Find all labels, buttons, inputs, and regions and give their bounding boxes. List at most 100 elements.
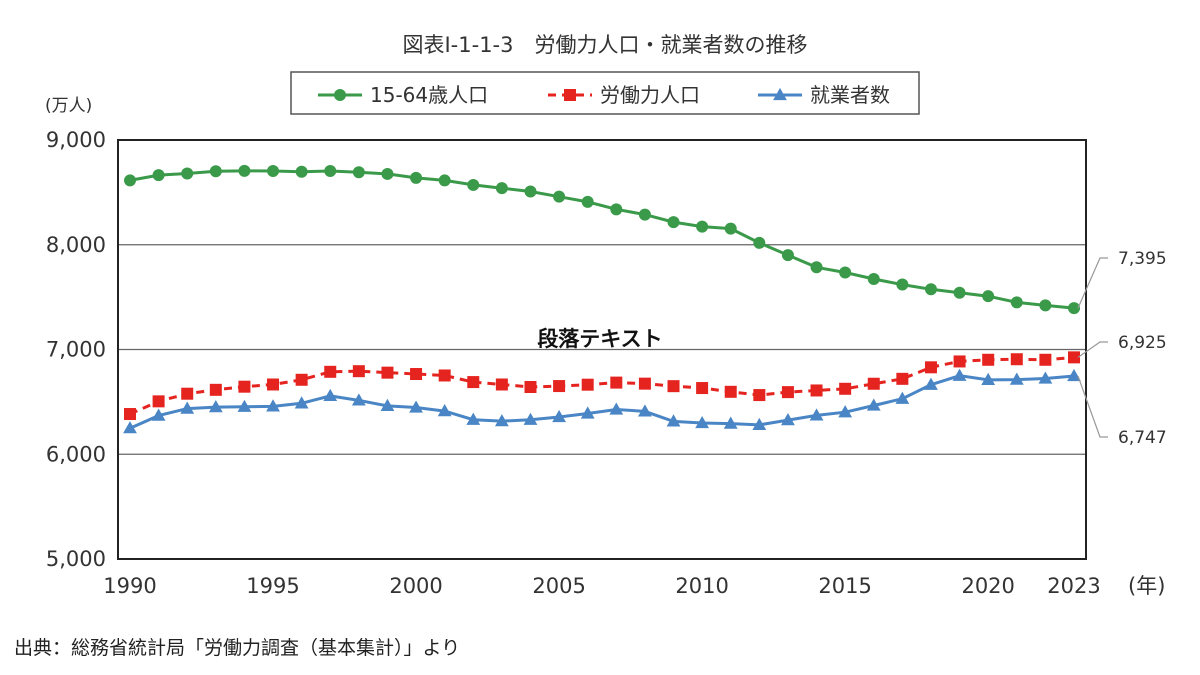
x-unit-label: (年): [1128, 574, 1165, 598]
end-value-label: 7,395: [1118, 249, 1167, 269]
data-point: [494, 414, 509, 427]
data-point: [181, 387, 194, 400]
data-point: [437, 404, 452, 417]
legend-marker: [773, 87, 787, 101]
data-point: [266, 399, 280, 412]
data-point: [981, 372, 996, 386]
x-tick-label: 2005: [532, 574, 585, 598]
data-point: [667, 216, 680, 229]
data-point: [467, 178, 480, 191]
data-point: [553, 380, 566, 393]
data-point: [753, 236, 766, 249]
data-point: [1038, 371, 1053, 384]
data-point: [438, 369, 451, 382]
y-tick-label: 7,000: [46, 338, 106, 362]
data-point: [781, 386, 794, 399]
data-point: [1010, 296, 1023, 309]
data-point: [982, 290, 995, 303]
data-point: [695, 415, 710, 429]
data-point: [610, 376, 623, 389]
x-tick-label: 2020: [961, 574, 1014, 598]
y-tick-label: 5,000: [46, 547, 106, 571]
data-point: [323, 388, 338, 402]
data-point: [723, 416, 738, 429]
data-point: [495, 378, 508, 391]
data-point: [866, 398, 881, 411]
data-point: [924, 283, 937, 296]
data-point: [381, 167, 394, 180]
data-point: [409, 400, 423, 413]
data-point: [467, 376, 480, 389]
data-point: [552, 409, 566, 423]
data-point: [324, 165, 337, 178]
series-2: [124, 351, 1080, 421]
data-point: [208, 400, 223, 413]
data-point: [609, 402, 624, 415]
data-point: [581, 195, 594, 208]
data-point: [237, 399, 252, 412]
data-point: [351, 393, 366, 406]
data-point: [124, 408, 136, 421]
series-line: [129, 169, 1075, 310]
data-point: [924, 377, 938, 390]
data-point: [666, 414, 681, 427]
series-line: [129, 355, 1075, 416]
data-point: [867, 377, 880, 390]
data-point: [638, 208, 651, 221]
data-point: [152, 395, 165, 408]
data-point: [380, 398, 395, 411]
data-point: [839, 266, 852, 279]
overlay-text: 段落テキスト: [537, 327, 662, 351]
data-point: [610, 203, 623, 216]
data-point: [581, 378, 594, 391]
series-line: [129, 374, 1075, 430]
data-point: [1010, 353, 1023, 366]
x-axis-ticks: 1990 1995 2000 2005 2010 2015 2020 2023: [103, 574, 1100, 598]
leader-line: [1077, 375, 1108, 438]
end-value-label: 6,925: [1118, 333, 1167, 353]
data-point: [524, 185, 537, 198]
data-point: [1009, 372, 1024, 385]
data-point: [752, 417, 767, 431]
data-point: [809, 408, 824, 421]
data-point: [667, 380, 680, 393]
data-point: [523, 412, 538, 425]
data-point: [952, 368, 967, 381]
data-point: [724, 385, 737, 398]
data-point: [781, 413, 795, 426]
data-point: [209, 383, 222, 396]
data-point: [696, 220, 709, 233]
data-point: [352, 166, 365, 179]
data-point: [181, 167, 194, 180]
data-point: [1039, 299, 1052, 312]
y-tick-label: 6,000: [46, 442, 106, 466]
legend-marker: [334, 89, 346, 101]
data-point: [982, 353, 995, 366]
leader-line: [1077, 257, 1108, 309]
data-point: [1068, 302, 1080, 315]
data-point: [466, 412, 481, 425]
data-point: [1039, 353, 1052, 366]
y-unit-label: (万人): [45, 96, 92, 116]
legend-box: [290, 71, 920, 115]
legend-label: 15-64歳人口: [370, 83, 488, 107]
data-point: [753, 389, 766, 402]
data-point: [438, 174, 451, 187]
data-point: [151, 408, 166, 421]
data-point: [324, 365, 337, 378]
data-point: [123, 421, 137, 434]
leader-line: [1077, 341, 1108, 358]
data-point: [410, 171, 423, 184]
data-point: [953, 286, 966, 299]
data-point: [781, 249, 794, 262]
x-tick-label: 2000: [389, 574, 442, 598]
data-point: [294, 396, 309, 409]
data-point: [124, 174, 136, 187]
data-point: [495, 182, 508, 195]
data-point: [638, 377, 651, 390]
data-point: [553, 190, 566, 203]
data-point: [1068, 351, 1080, 364]
legend-label: 就業者数: [810, 83, 890, 107]
y-axis-ticks: 5,000 6,000 7,000 8,000 9,000: [46, 128, 106, 571]
y-tick-label: 9,000: [46, 128, 106, 152]
